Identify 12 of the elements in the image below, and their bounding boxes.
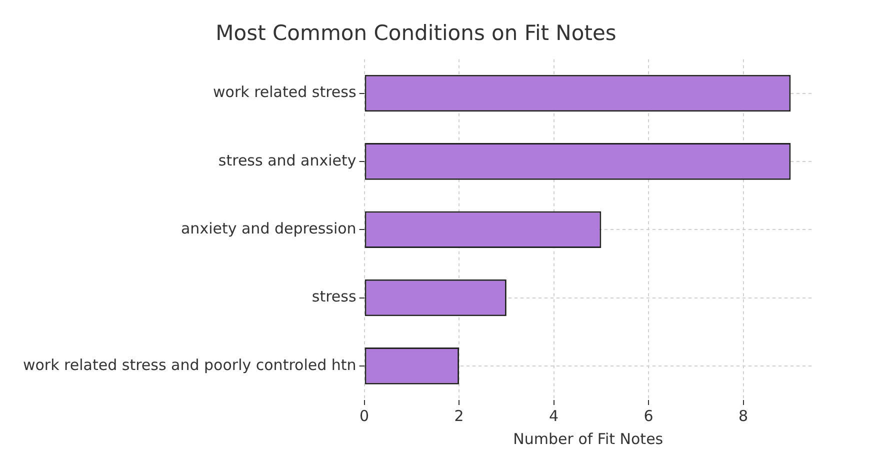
x-tick-label: 6 bbox=[644, 406, 654, 425]
y-tick-label: anxiety and depression bbox=[180, 219, 356, 238]
x-tick-label: 2 bbox=[454, 406, 464, 425]
x-axis-title: Number of Fit Notes bbox=[513, 430, 664, 448]
y-tick-label: work related stress and poorly controled htn bbox=[22, 356, 356, 374]
y-tick-label: stress bbox=[312, 288, 356, 306]
x-tick-label: 8 bbox=[738, 406, 748, 425]
x-tick-label: 4 bbox=[549, 406, 559, 425]
chart-title: Most Common Conditions on Fit Notes bbox=[216, 21, 616, 46]
y-tick-label: work related stress bbox=[213, 83, 356, 102]
x-tick-label: 0 bbox=[360, 406, 370, 425]
y-tick-label: stress and anxiety bbox=[218, 151, 356, 170]
